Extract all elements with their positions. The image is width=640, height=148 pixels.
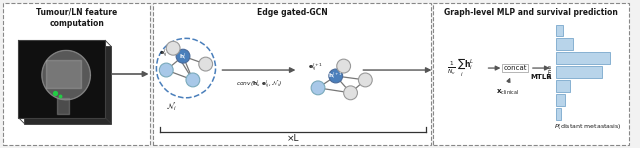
Text: time: time: [548, 64, 552, 78]
Text: $\mathbf{x}_{\mathrm{clinical}}$: $\mathbf{x}_{\mathrm{clinical}}$: [497, 88, 520, 97]
Circle shape: [199, 57, 212, 71]
FancyBboxPatch shape: [556, 108, 561, 120]
Text: $\frac{1}{N_v}$: $\frac{1}{N_v}$: [447, 59, 456, 77]
Text: $\mathbf{e}^{l+1}_{ij}$: $\mathbf{e}^{l+1}_{ij}$: [308, 62, 324, 74]
FancyBboxPatch shape: [556, 52, 610, 64]
FancyBboxPatch shape: [556, 80, 570, 92]
Circle shape: [358, 73, 372, 87]
FancyBboxPatch shape: [433, 3, 630, 145]
FancyBboxPatch shape: [154, 3, 431, 145]
Text: conv($\mathbf{h}_i^l$, $\mathbf{e}^l_{ij}$, $\mathcal{N}_i$): conv($\mathbf{h}_i^l$, $\mathbf{e}^l_{ij…: [236, 78, 282, 90]
Text: $\mathcal{N}_i$: $\mathcal{N}_i$: [166, 101, 177, 113]
Text: ×L: ×L: [287, 134, 300, 143]
Circle shape: [329, 69, 342, 83]
Circle shape: [337, 59, 351, 73]
Text: $\mathbf{h}_i^l$: $\mathbf{h}_i^l$: [179, 51, 187, 62]
FancyBboxPatch shape: [556, 38, 573, 50]
Polygon shape: [42, 50, 90, 100]
Text: MTLR: MTLR: [530, 74, 552, 80]
FancyBboxPatch shape: [19, 40, 105, 118]
Text: concat: concat: [504, 65, 527, 71]
Text: Edge gated-GCN: Edge gated-GCN: [257, 8, 328, 17]
Circle shape: [311, 81, 325, 95]
Circle shape: [166, 41, 180, 55]
Text: Tumour/LN feature
computation: Tumour/LN feature computation: [36, 8, 117, 28]
FancyBboxPatch shape: [556, 94, 565, 106]
FancyBboxPatch shape: [556, 25, 563, 36]
Circle shape: [176, 49, 190, 63]
FancyBboxPatch shape: [24, 46, 111, 124]
Text: $\sum_i \mathbf{h}_i^L$: $\sum_i \mathbf{h}_i^L$: [457, 57, 474, 79]
Text: Graph-level MLP and survival prediction: Graph-level MLP and survival prediction: [444, 8, 618, 17]
Circle shape: [159, 63, 173, 77]
Text: $\mathbf{h}_i^{l+1}$: $\mathbf{h}_i^{l+1}$: [328, 71, 343, 81]
Circle shape: [186, 73, 200, 87]
Circle shape: [344, 86, 358, 100]
FancyBboxPatch shape: [556, 66, 602, 78]
Text: $P$(distant metastasis): $P$(distant metastasis): [554, 122, 621, 131]
FancyBboxPatch shape: [3, 3, 150, 145]
Text: $\mathbf{e}^l_{ij}$: $\mathbf{e}^l_{ij}$: [159, 48, 168, 60]
